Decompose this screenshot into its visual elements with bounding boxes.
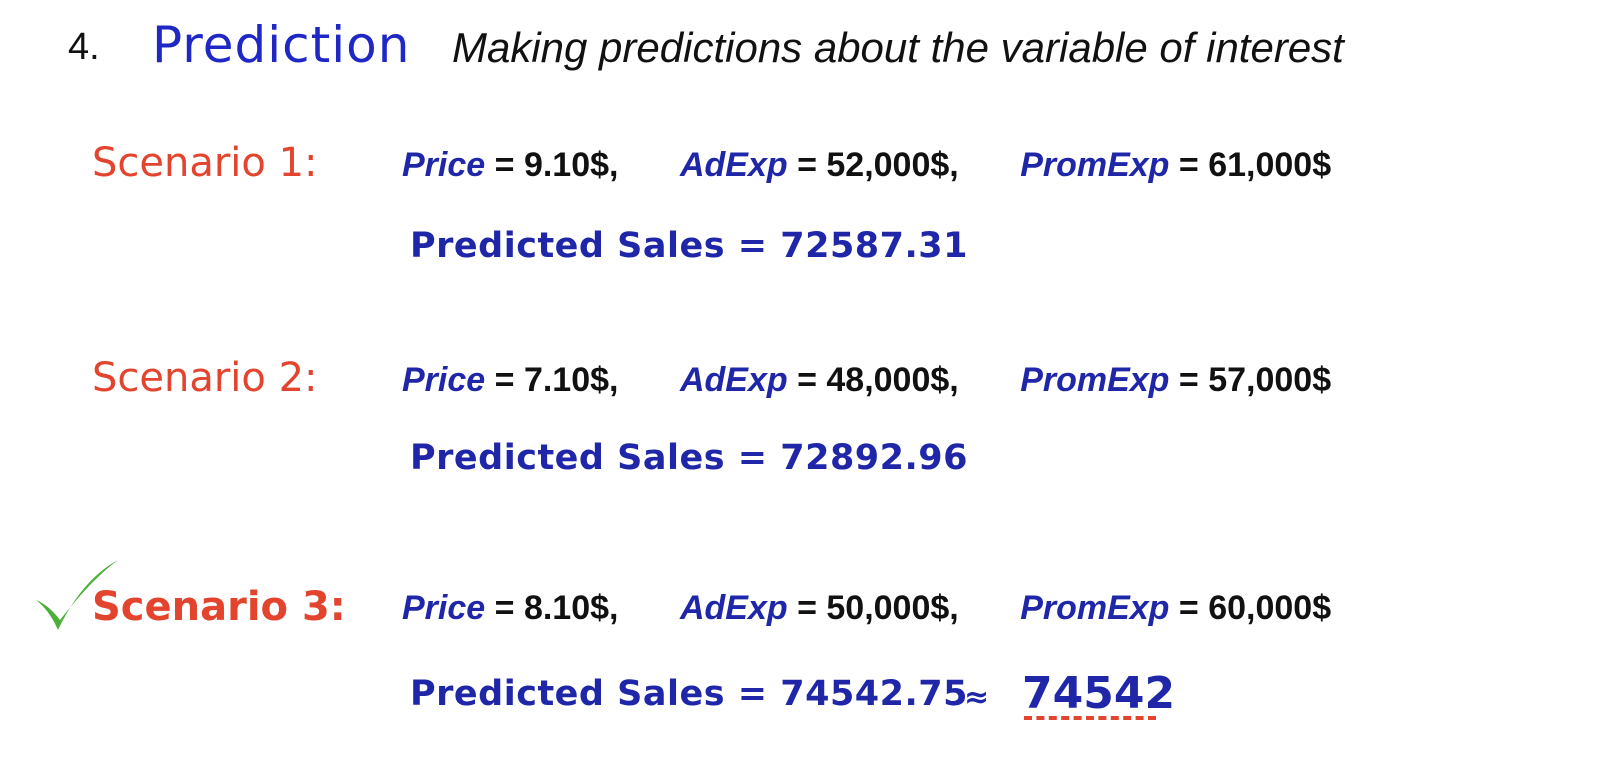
adexp-value: = 48,000$, xyxy=(797,361,959,399)
price-value: = 9.10$, xyxy=(494,146,619,184)
promexp-label: PromExp xyxy=(1020,589,1170,627)
rounded-prediction: 74542 xyxy=(1022,668,1176,719)
price-value: = 8.10$, xyxy=(494,589,619,627)
scenario-3-prediction: Predicted Sales = 74542.75 xyxy=(410,674,969,714)
promexp-value: = 61,000$ xyxy=(1178,146,1332,184)
adexp-value: = 52,000$, xyxy=(797,146,959,184)
promexp-value: = 57,000$ xyxy=(1178,361,1332,399)
section-number: 4. xyxy=(68,26,100,68)
scenario-2-label: Scenario 2: xyxy=(92,355,318,401)
scenario-1-prediction: Predicted Sales = 72587.31 xyxy=(410,226,969,266)
scenario-1-params: Price = 9.10$, AdExp = 52,000$, PromExp … xyxy=(402,146,1331,185)
price-label: Price xyxy=(402,361,486,399)
promexp-value: = 60,000$ xyxy=(1178,589,1332,627)
price-value: = 7.10$, xyxy=(494,361,619,399)
adexp-label: AdExp xyxy=(679,361,788,399)
scenario-1-label: Scenario 1: xyxy=(92,140,318,186)
promexp-label: PromExp xyxy=(1020,146,1170,184)
promexp-label: PromExp xyxy=(1020,361,1170,399)
adexp-label: AdExp xyxy=(679,146,788,184)
adexp-label: AdExp xyxy=(679,589,788,627)
adexp-value: = 50,000$, xyxy=(797,589,959,627)
scenario-2-prediction: Predicted Sales = 72892.96 xyxy=(410,438,969,478)
section-title: Prediction xyxy=(152,16,411,74)
dashed-underline xyxy=(1024,716,1156,720)
price-label: Price xyxy=(402,146,486,184)
scenario-2-params: Price = 7.10$, AdExp = 48,000$, PromExp … xyxy=(402,361,1331,400)
price-label: Price xyxy=(402,589,486,627)
approx-symbol: ≈ xyxy=(964,680,990,715)
scenario-3-label: Scenario 3: xyxy=(92,584,346,630)
scenario-3-params: Price = 8.10$, AdExp = 50,000$, PromExp … xyxy=(402,589,1331,628)
checkmark-icon xyxy=(36,560,118,630)
section-subtitle: Making predictions about the variable of… xyxy=(452,24,1344,71)
